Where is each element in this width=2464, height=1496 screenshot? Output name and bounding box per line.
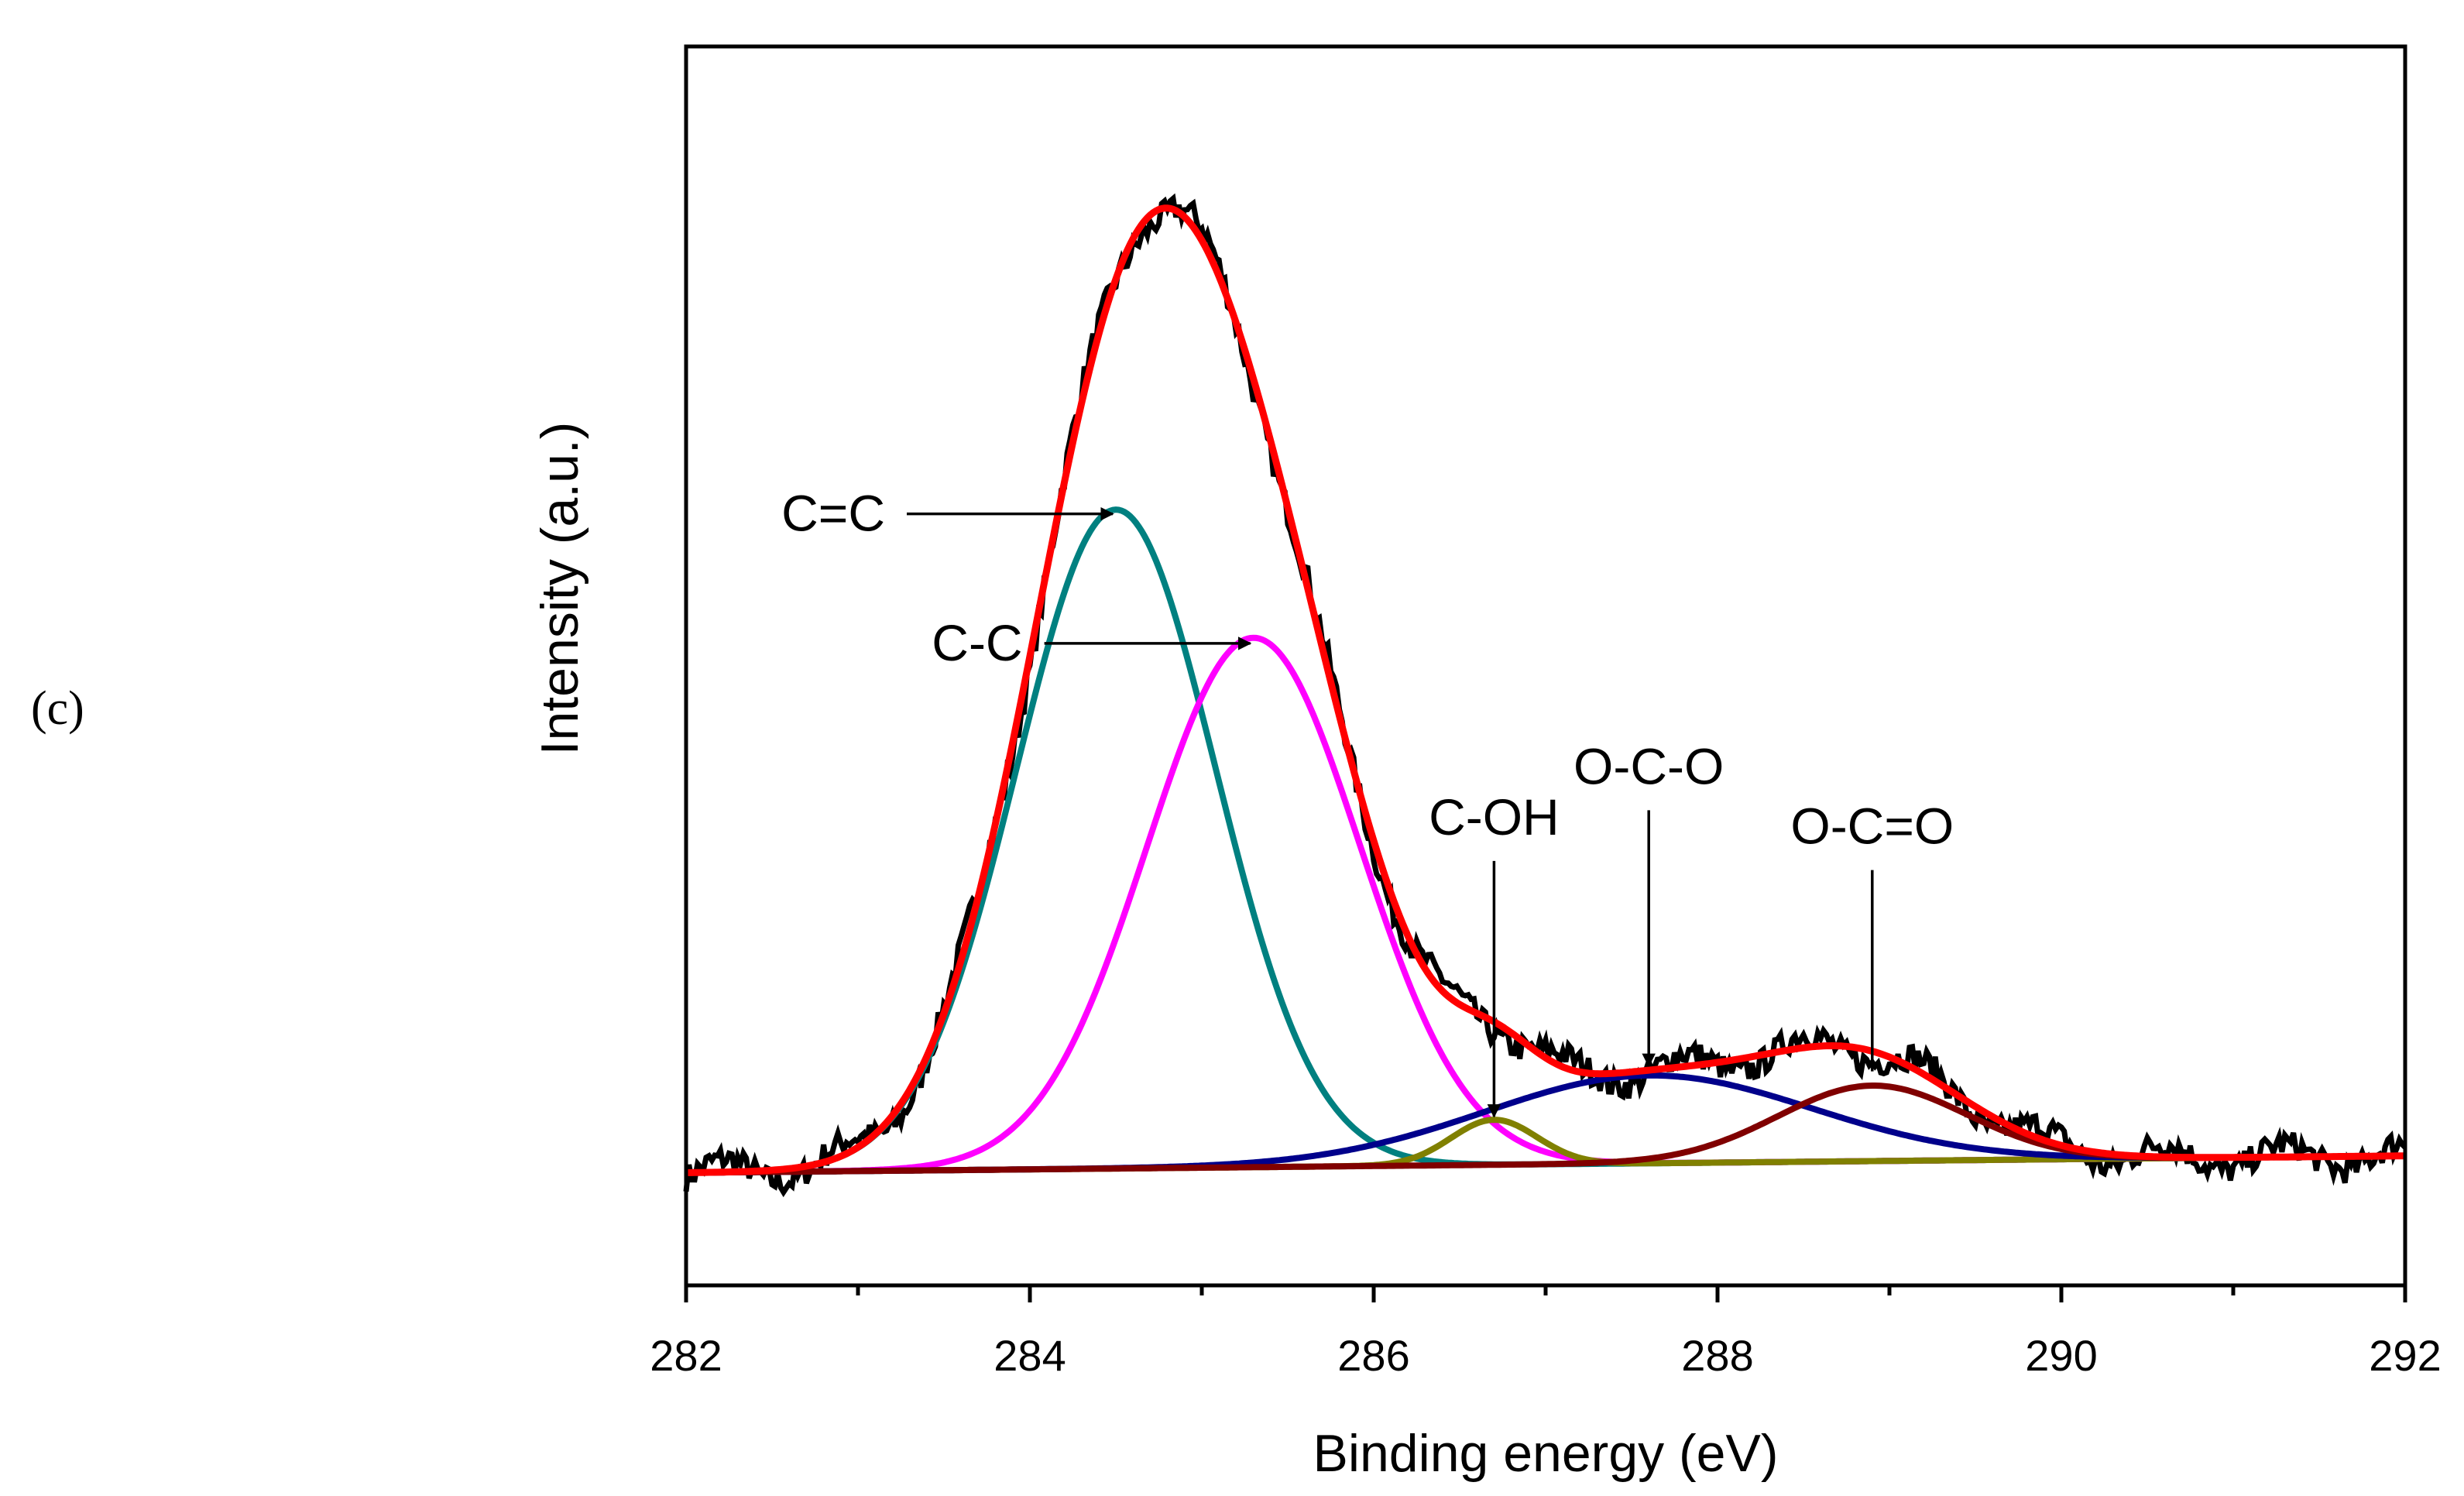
annotation-o-c-double-o: O-C=O bbox=[1790, 798, 1954, 1072]
annotation-label: C-OH bbox=[1429, 788, 1560, 846]
series-layer bbox=[683, 193, 2407, 1198]
x-tick-label: 292 bbox=[2369, 1331, 2441, 1380]
x-tick-label: 288 bbox=[1681, 1331, 1753, 1380]
x-tick-label: 284 bbox=[993, 1331, 1066, 1380]
annotation-o-c-o: O-C-O bbox=[1573, 737, 1724, 1068]
annotation-label: C-C bbox=[932, 614, 1022, 671]
x-tick-label: 286 bbox=[1337, 1331, 1409, 1380]
annotation-c-c: C-C bbox=[932, 614, 1252, 671]
y-axis-title: Intensity (a.u.) bbox=[530, 422, 589, 756]
x-axis-title: Binding energy (eV) bbox=[1313, 1424, 1778, 1483]
x-tick-label: 282 bbox=[650, 1331, 722, 1380]
series-measured bbox=[683, 193, 2407, 1198]
annotation-layer: C=C C-C C-OHO-C-O O-C=O bbox=[781, 485, 1954, 1118]
ticks-layer: 282 284 286 288 290 292 bbox=[650, 1285, 2442, 1380]
annotation-label: O-C-O bbox=[1573, 737, 1724, 794]
annotation-c-double-c: C=C bbox=[781, 485, 1114, 542]
panel-label: (c) bbox=[31, 682, 84, 735]
series-envelope bbox=[685, 204, 2406, 1176]
annotation-label: C=C bbox=[781, 485, 885, 542]
x-tick-label: 290 bbox=[2025, 1331, 2097, 1380]
annotation-label: O-C=O bbox=[1790, 798, 1954, 855]
annotation-c-oh: C-OH bbox=[1429, 788, 1560, 1118]
